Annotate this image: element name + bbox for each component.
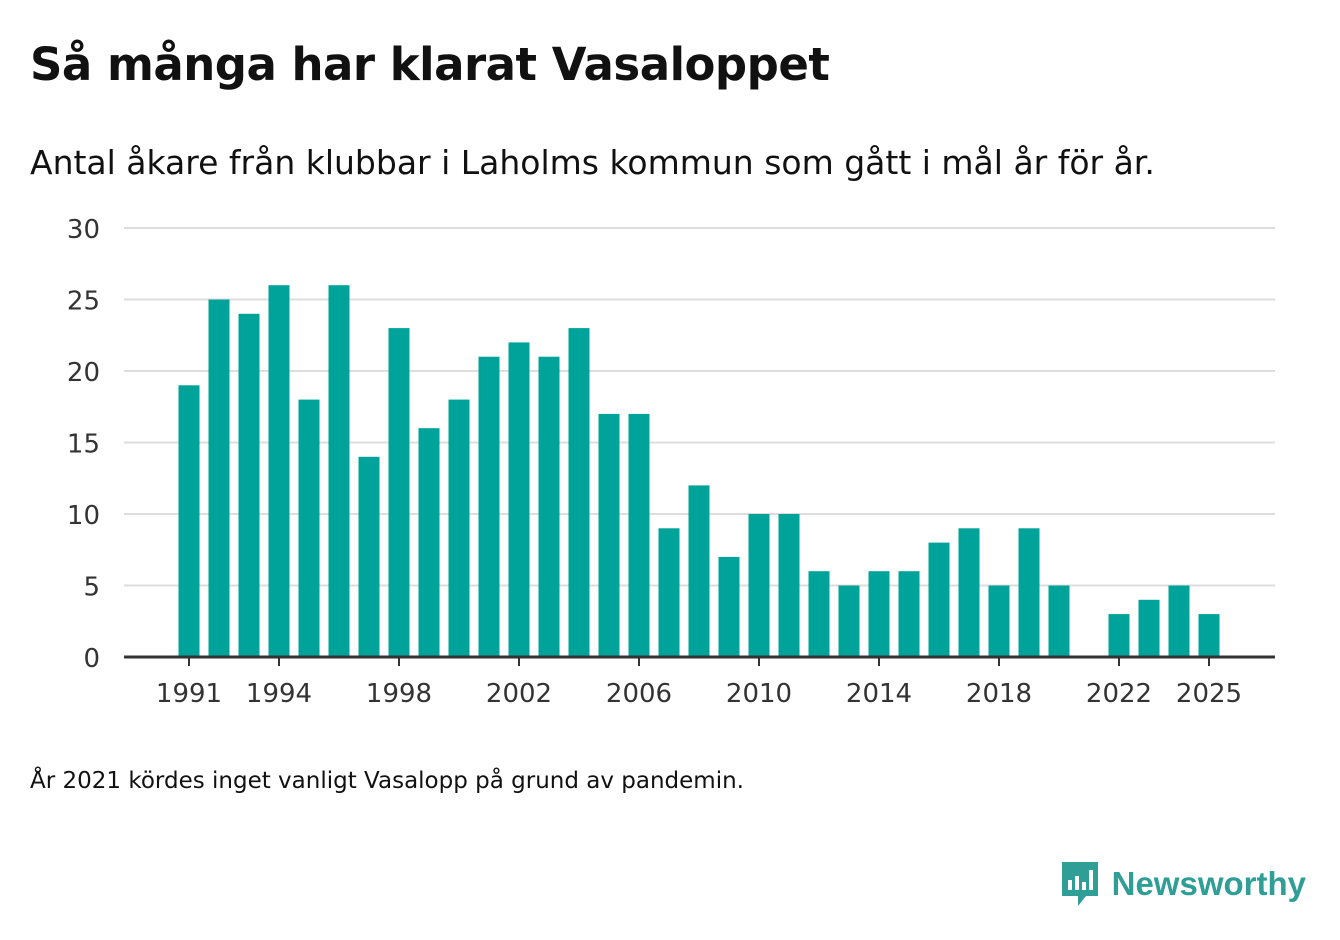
chart-title: Så många har klarat Vasaloppet — [30, 38, 830, 91]
y-tick-label: 15 — [67, 430, 100, 460]
bar-2014 — [868, 571, 890, 657]
x-tick-label: 2018 — [966, 679, 1032, 709]
brand: Newsworthy — [1060, 860, 1306, 908]
bar-1999 — [418, 428, 440, 657]
x-axis: 1991 1994 1998 2002 2006 2010 2014 2018 2022 2025 — [124, 655, 1275, 709]
bar-2016 — [928, 542, 950, 657]
bar-1998 — [388, 328, 410, 657]
bar-1997 — [358, 456, 380, 657]
footnote: År 2021 kördes inget vanligt Vasalopp på… — [30, 768, 744, 794]
bar-2007 — [658, 528, 680, 657]
bar-2024 — [1168, 585, 1190, 657]
bar-2002 — [508, 342, 530, 657]
y-tick-label: 20 — [67, 358, 100, 388]
y-axis-ticks: 0 5 10 15 20 25 30 — [67, 215, 100, 674]
bar-2025 — [1198, 614, 1220, 657]
bar-2005 — [598, 413, 620, 657]
bar-2010 — [748, 514, 770, 657]
bar-2006 — [628, 413, 650, 657]
x-tick-label: 2002 — [486, 679, 552, 709]
x-tick-label: 2006 — [606, 679, 672, 709]
x-tick-label: 1994 — [246, 679, 312, 709]
bar-2013 — [838, 585, 860, 657]
x-tick-label: 1998 — [366, 679, 432, 709]
x-tick-label: 2014 — [846, 679, 912, 709]
bar-1993 — [238, 313, 260, 657]
bar-2008 — [688, 485, 710, 657]
y-tick-label: 30 — [67, 215, 100, 245]
bar-1991 — [178, 385, 200, 657]
x-tick-label: 2010 — [726, 679, 792, 709]
bar-2018 — [988, 585, 1010, 657]
x-tick-label: 2022 — [1086, 679, 1152, 709]
chart-subtitle: Antal åkare från klubbar i Laholms kommu… — [30, 143, 1155, 182]
y-tick-label: 25 — [67, 287, 100, 317]
x-tick-label: 2025 — [1176, 679, 1242, 709]
bar-1995 — [298, 399, 320, 657]
y-tick-label: 10 — [67, 501, 100, 531]
bar-2001 — [478, 356, 500, 657]
brand-name: Newsworthy — [1111, 865, 1306, 902]
bar-2015 — [898, 571, 920, 657]
bar-2020 — [1048, 585, 1070, 657]
bar-2019 — [1018, 528, 1040, 657]
bar-1994 — [268, 285, 290, 657]
bars — [178, 285, 1220, 657]
bar-2023 — [1138, 599, 1160, 657]
y-tick-label: 0 — [83, 644, 100, 674]
bar-1996 — [328, 285, 350, 657]
bar-2003 — [538, 356, 560, 657]
bar-2022 — [1108, 614, 1130, 657]
bar-2017 — [958, 528, 980, 657]
bar-2012 — [808, 571, 830, 657]
bar-1992 — [208, 299, 230, 657]
x-tick-label: 1991 — [156, 679, 222, 709]
bar-2009 — [718, 556, 740, 657]
bar-2000 — [448, 399, 470, 657]
bar-2011 — [778, 514, 800, 657]
bar-2004 — [568, 328, 590, 657]
y-tick-label: 5 — [83, 573, 100, 603]
newsworthy-logo-icon — [1061, 862, 1098, 906]
